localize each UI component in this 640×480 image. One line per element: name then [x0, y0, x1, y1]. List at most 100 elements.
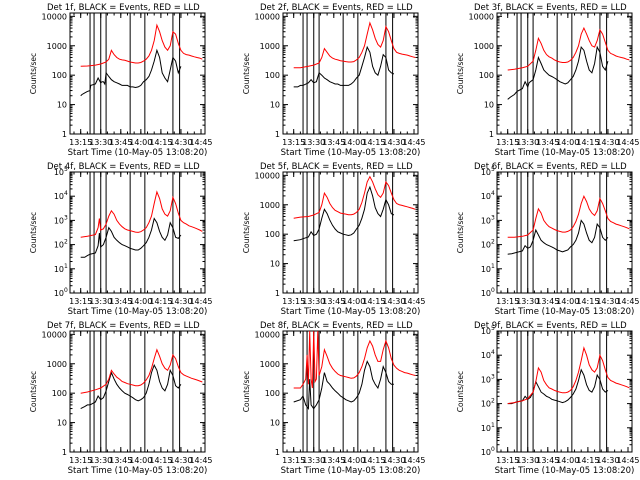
y-tick-label: 10 [270, 260, 280, 269]
events-series-line [80, 363, 182, 410]
detector-plot-3: Det 3f, BLACK = Events, RED = LLD 1 10 100 1… [456, 3, 640, 158]
y-tick-exponent: 3 [491, 214, 495, 221]
y-axis-label: Counts/sec [242, 371, 251, 412]
y-tick-label: 1000 [260, 360, 280, 369]
x-axis-label: Start Time (10-May-05 13:08:20) [495, 466, 635, 476]
events-series-line [80, 217, 182, 258]
y-tick-label: 100 [265, 230, 280, 239]
x-tick-label: 13:30 [302, 138, 325, 147]
x-tick-label: 14:45 [402, 138, 425, 147]
plot-frame [282, 171, 419, 294]
x-tick-label: 14:45 [189, 138, 212, 147]
x-tick-label: 13:30 [302, 456, 325, 465]
x-tick-label: 13:30 [516, 138, 539, 147]
y-tick-label: 10 [54, 265, 64, 274]
y-tick-label: 1000 [47, 360, 67, 369]
y-tick-label: 10 [270, 101, 280, 110]
x-tick-label: 13:15 [496, 297, 519, 306]
y-tick-exponent: 1 [64, 263, 68, 270]
y-tick-label: 10 [54, 216, 64, 225]
x-tick-label: 14:45 [189, 456, 212, 465]
plot-frame [496, 330, 633, 453]
plot-title: Det 4f, BLACK = Events, RED = LLD [47, 162, 200, 172]
x-tick-label: 14:15 [149, 138, 172, 147]
x-tick-label: 14:00 [342, 138, 365, 147]
y-tick-label: 10000 [255, 12, 280, 21]
y-tick-exponent: 4 [491, 190, 495, 197]
plot-title: Det 9f, BLACK = Events, RED = LLD [474, 321, 627, 331]
lld-series-line [507, 194, 630, 238]
lld-series-line [293, 175, 416, 219]
y-tick-label: 100 [479, 71, 494, 80]
detector-plot-8: Det 8f, BLACK = Events, RED = LLD 1 10 100 1… [242, 321, 426, 476]
x-tick-label: 13:30 [89, 138, 112, 147]
lld-series-line [293, 21, 416, 69]
x-tick-label: 14:15 [576, 456, 599, 465]
x-tick-label: 14:30 [596, 297, 619, 306]
y-tick-label: 10000 [469, 12, 494, 21]
x-tick-label: 13:30 [89, 297, 112, 306]
y-tick-label: 10 [481, 241, 491, 250]
detector-plot-5: Det 5f, BLACK = Events, RED = LLD 1 10 100 1… [242, 162, 426, 317]
plot-title: Det 8f, BLACK = Events, RED = LLD [260, 321, 413, 331]
x-tick-label: 14:15 [362, 138, 385, 147]
y-axis-label: Counts/sec [242, 212, 251, 253]
y-tick-exponent: 4 [64, 190, 68, 197]
y-tick-exponent: 2 [491, 239, 495, 246]
x-tick-label: 13:15 [69, 297, 92, 306]
x-tick-label: 14:30 [169, 138, 192, 147]
y-tick-exponent: 5 [64, 166, 68, 173]
y-tick-exponent: 0 [491, 287, 495, 294]
x-tick-label: 14:00 [556, 456, 579, 465]
y-tick-exponent: 2 [64, 239, 68, 246]
plot-title: Det 2f, BLACK = Events, RED = LLD [260, 3, 413, 13]
y-axis-label: Counts/sec [456, 53, 465, 94]
y-tick-exponent: 4 [491, 349, 495, 356]
x-tick-label: 13:45 [322, 297, 345, 306]
y-tick-label: 1 [489, 130, 494, 139]
x-tick-label: 14:00 [129, 456, 152, 465]
lld-series-line [80, 23, 203, 67]
y-tick-label: 100 [52, 71, 67, 80]
y-axis-label: Counts/sec [456, 371, 465, 412]
x-tick-label: 14:00 [129, 297, 152, 306]
x-tick-label: 14:45 [616, 456, 639, 465]
y-tick-label: 100 [52, 389, 67, 398]
x-tick-label: 14:45 [402, 297, 425, 306]
y-tick-label: 10 [481, 400, 491, 409]
detector-plot-7: Det 7f, BLACK = Events, RED = LLD 1 10 100 1… [29, 321, 213, 476]
x-axis-label: Start Time (10-May-05 13:08:20) [281, 148, 421, 158]
x-tick-label: 14:00 [556, 297, 579, 306]
y-tick-label: 1 [275, 289, 280, 298]
y-tick-label: 10 [481, 216, 491, 225]
x-tick-label: 14:30 [382, 456, 405, 465]
events-series-line [293, 45, 395, 88]
y-tick-exponent: 0 [64, 287, 68, 294]
y-tick-label: 10 [481, 327, 491, 336]
y-tick-label: 1000 [474, 42, 494, 51]
x-axis-label: Start Time (10-May-05 13:08:20) [281, 466, 421, 476]
y-tick-exponent: 1 [491, 263, 495, 270]
x-tick-label: 13:45 [109, 297, 132, 306]
x-tick-label: 13:30 [89, 456, 112, 465]
x-tick-label: 14:45 [616, 297, 639, 306]
x-tick-label: 14:15 [149, 297, 172, 306]
y-tick-label: 10 [481, 448, 491, 457]
events-series-line [293, 360, 394, 411]
x-tick-label: 14:00 [342, 297, 365, 306]
plot-frame [69, 12, 206, 135]
y-tick-label: 1000 [260, 42, 280, 51]
y-tick-label: 10 [481, 168, 491, 177]
x-tick-label: 13:15 [282, 297, 305, 306]
plot-frame [496, 171, 633, 294]
x-tick-label: 13:15 [282, 456, 305, 465]
x-tick-label: 14:15 [362, 456, 385, 465]
x-tick-label: 13:45 [322, 138, 345, 147]
y-tick-label: 10 [481, 265, 491, 274]
y-axis-label: Counts/sec [29, 371, 38, 412]
x-axis-label: Start Time (10-May-05 13:08:20) [495, 307, 635, 317]
x-tick-label: 13:45 [109, 456, 132, 465]
x-tick-label: 14:15 [362, 297, 385, 306]
